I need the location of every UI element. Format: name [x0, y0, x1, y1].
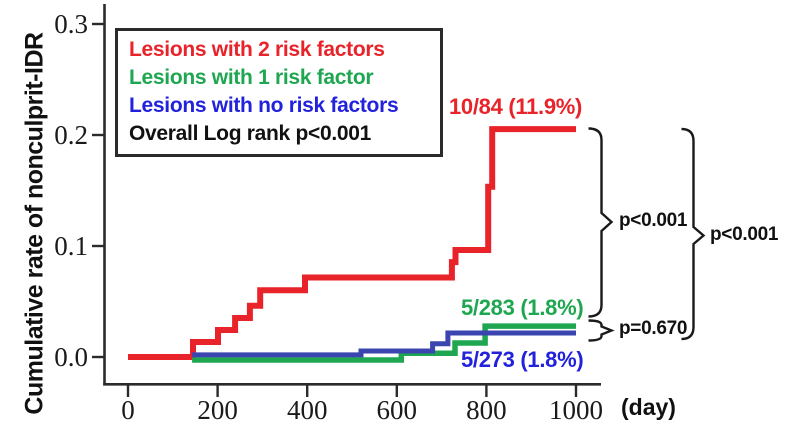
x-tick-marks: [126, 385, 578, 397]
x-tick-label: 200: [197, 395, 238, 425]
km-curve-1: [192, 323, 576, 363]
legend-entry-2-risk-factors: Lesions with 2 risk factors: [129, 38, 385, 61]
comparison-brackets: [588, 127, 706, 342]
end-label-green: 5/283 (1.8%): [461, 295, 584, 320]
legend-box: Lesions with 2 risk factors Lesions with…: [115, 28, 443, 157]
x-axis-unit-label: (day): [621, 394, 676, 420]
legend-overall-logrank: Overall Log rank p<0.001: [129, 122, 372, 145]
y-tick-label: 0.1: [54, 231, 88, 261]
x-tick-label: 1000: [549, 395, 603, 425]
p-value-green-vs-blue: p=0.670: [619, 318, 688, 339]
y-tick-label: 0.0: [54, 342, 88, 372]
end-label-red: 10/84 (11.9%): [449, 94, 583, 119]
p-value-red-vs-green: p<0.001: [619, 210, 688, 231]
km-curves: [128, 126, 576, 363]
y-axis-title: Cumulative rate of nonculprit-IDR: [20, 32, 49, 415]
x-tick-label: 0: [121, 395, 135, 425]
y-tick-marks: [92, 22, 104, 359]
bracket-red-vs-blue: [681, 127, 706, 341]
bracket-green-vs-blue: [588, 319, 615, 342]
km-curve-0: [128, 126, 576, 360]
x-tick-label: 800: [466, 395, 507, 425]
legend-entry-1-risk-factor: Lesions with 1 risk factor: [129, 66, 374, 89]
p-value-red-vs-blue: p<0.001: [710, 224, 779, 245]
y-tick-label: 0.2: [54, 120, 88, 150]
x-tick-label: 600: [377, 395, 418, 425]
end-label-blue: 5/273 (1.8%): [461, 347, 584, 372]
legend-entry-no-risk-factors: Lesions with no risk factors: [129, 94, 399, 117]
km-curve-2: [192, 330, 576, 358]
x-tick-label: 400: [287, 395, 328, 425]
bracket-red-vs-green: [588, 127, 614, 318]
y-tick-label: 0.3: [54, 9, 88, 39]
